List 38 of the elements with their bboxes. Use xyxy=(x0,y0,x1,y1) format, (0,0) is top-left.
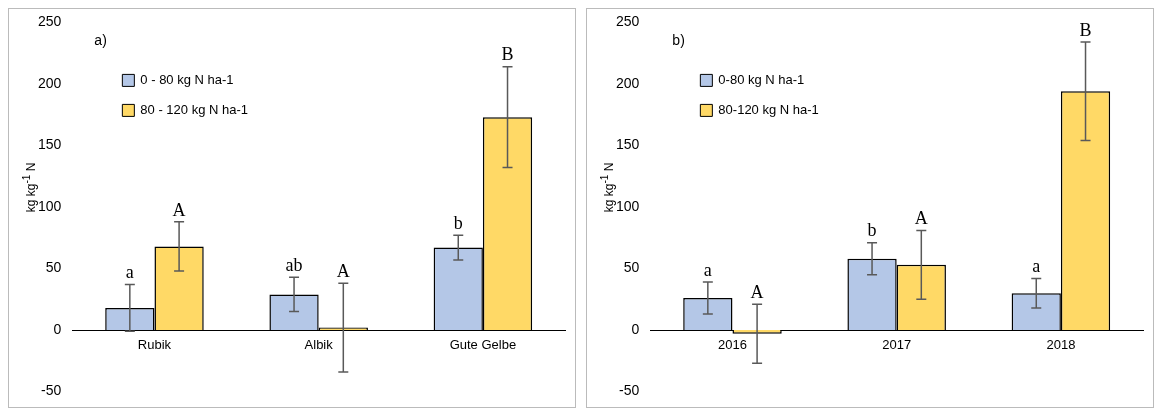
y-tick-label: 50 xyxy=(45,259,62,276)
legend-label: 0 - 80 kg N ha-1 xyxy=(140,71,234,87)
data-label: A xyxy=(914,208,928,229)
data-label: A xyxy=(750,281,764,302)
data-label: ab xyxy=(285,254,303,275)
y-tick-label: -50 xyxy=(41,382,62,399)
y-tick-label: 150 xyxy=(616,136,640,153)
x-tick-label: 2018 xyxy=(1046,337,1076,353)
data-label: A xyxy=(336,261,350,282)
text: a) xyxy=(94,32,107,49)
y-tick-label: 100 xyxy=(38,197,62,214)
data-label: b xyxy=(453,213,463,234)
data-label: B xyxy=(1079,19,1092,40)
legend-label: 80 - 120 kg N ha-1 xyxy=(140,101,249,117)
x-tick-label: Albik xyxy=(304,337,334,353)
y-tick-label: 50 xyxy=(623,259,640,276)
legend-label: 0-80 kg N ha-1 xyxy=(718,71,805,87)
text: b) xyxy=(672,32,685,49)
data-label: A xyxy=(172,199,186,220)
y-tick-label: 100 xyxy=(616,197,640,214)
y-tick-label: 0 xyxy=(631,320,640,337)
y-tick-label: 0 xyxy=(53,320,62,337)
data-label: B xyxy=(501,44,514,65)
data-label: a xyxy=(703,259,712,280)
data-label: a xyxy=(1032,256,1041,277)
y-tick-label: 150 xyxy=(38,136,62,153)
data-label: b xyxy=(867,220,877,241)
y-tick-label: 200 xyxy=(38,74,62,91)
y-tick-label: 200 xyxy=(616,74,640,91)
y-tick-label: -50 xyxy=(619,382,640,399)
x-tick-label: 2016 xyxy=(718,337,747,353)
legend-label: 80-120 kg N ha-1 xyxy=(718,101,819,117)
y-tick-label: 250 xyxy=(38,13,62,30)
x-tick-label: Rubik xyxy=(137,337,172,353)
data-label: a xyxy=(125,262,134,283)
x-tick-label: Gute Gelbe xyxy=(449,337,517,353)
y-tick-label: 250 xyxy=(616,13,640,30)
x-tick-label: 2017 xyxy=(882,337,912,353)
